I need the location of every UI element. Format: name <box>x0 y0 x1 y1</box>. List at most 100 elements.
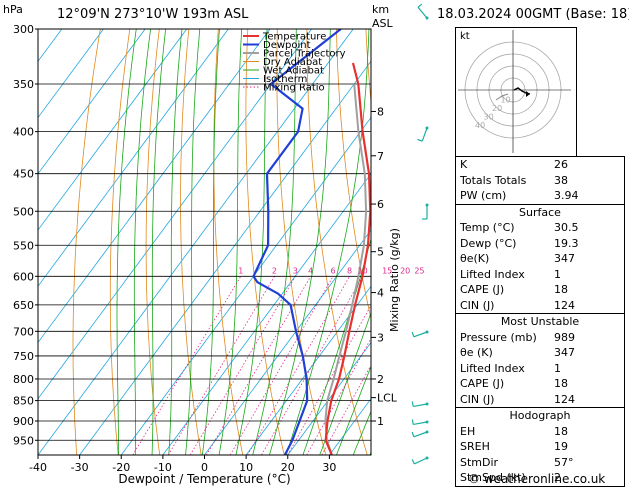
most-unstable-value: 989 <box>554 330 575 344</box>
wind-barb <box>411 401 429 408</box>
wind-barb-dot <box>425 16 429 20</box>
surface-label: Lifted Index <box>460 267 525 281</box>
mixing-ratio-label: 10 <box>358 266 368 275</box>
pressure-tick-label: 350 <box>13 78 34 91</box>
surface-label: Dewp (°C) <box>460 236 517 250</box>
wind-barb-dot <box>425 330 429 334</box>
wet-adiabat-line <box>319 311 371 455</box>
most-unstable-label: CIN (J) <box>460 392 495 406</box>
x-tick-label: -30 <box>71 461 89 474</box>
x-tick-label: -10 <box>154 461 172 474</box>
dry-adiabat-line <box>180 29 202 455</box>
mixing-ratio-line <box>261 276 363 455</box>
wind-barb <box>417 3 429 20</box>
mixing-ratio-line <box>206 276 312 455</box>
hodograph-stat-row: SREH 19 <box>456 439 624 455</box>
surface-row: CIN (J) 124 <box>456 298 624 314</box>
plot-area <box>38 29 371 455</box>
asl-label: ASL <box>372 17 393 30</box>
wet-adiabat-line <box>252 29 297 455</box>
mixing-ratio-axis-label: Mixing Ratio (g/kg) <box>388 228 401 332</box>
most-unstable-row: Lifted Index 1 <box>456 361 624 377</box>
wind-barb-dot <box>425 420 429 424</box>
pressure-tick-label: 450 <box>13 168 34 181</box>
legend-entry: Dry Adiabat <box>263 57 322 68</box>
hodograph-stat-value: 2 <box>554 471 561 484</box>
wind-barb <box>411 430 429 438</box>
hodograph-stat-row: EH 18 <box>456 424 624 440</box>
height-tick-label: 8 <box>377 105 384 118</box>
surface-label: Temp (°C) <box>460 221 515 234</box>
mixing-ratio-label: 20 <box>400 266 410 275</box>
surface-label: θe(K) <box>460 252 490 265</box>
pressure-tick-label: 900 <box>13 415 34 428</box>
surface-title: Surface <box>456 203 624 221</box>
mixing-ratio-label: 8 <box>347 266 352 275</box>
parcel-trajectory-line <box>324 83 368 455</box>
mixing-ratio-line <box>229 276 334 455</box>
wind-barb-dot <box>425 402 429 406</box>
isotherm-line <box>120 116 371 455</box>
isotherm-line <box>204 229 371 455</box>
isotherm-line <box>38 29 104 119</box>
surface-value: 18 <box>554 283 568 296</box>
wind-barb-dot <box>425 126 429 130</box>
pressure-tick-label: 800 <box>13 373 34 386</box>
index-row: Totals Totals 38 <box>456 173 624 189</box>
wet-adiabat-line <box>235 29 268 455</box>
wind-barb-staff <box>421 127 428 142</box>
wet-adiabat-line <box>352 410 371 455</box>
pressure-tick-label: 700 <box>13 325 34 338</box>
hodograph-stat-label: SREH <box>460 440 490 453</box>
mixing-ratio-line <box>247 276 350 455</box>
hodograph-ring-label: 30 <box>484 112 494 121</box>
isotherm-line <box>245 285 371 455</box>
wind-barb-dot <box>425 203 429 207</box>
height-tick-label: 5 <box>377 246 384 259</box>
hodograph-stat-label: StmDir <box>460 455 499 469</box>
wind-barb-dot <box>425 456 429 460</box>
most-unstable-value: 347 <box>554 346 575 359</box>
wind-barb <box>422 203 429 220</box>
legend-entry: Dewpoint <box>263 40 311 51</box>
hodograph-arrow <box>526 91 530 97</box>
most-unstable-row: θe (K) 347 <box>456 345 624 361</box>
most-unstable-value: 18 <box>554 377 568 390</box>
x-tick-label: 10 <box>239 461 253 474</box>
wind-barb-dot <box>425 430 429 434</box>
wet-adiabat-line <box>201 29 220 455</box>
surface-value: 1 <box>554 267 561 281</box>
hodograph-stat-row: StmDir 57° <box>456 455 624 471</box>
mixing-ratio-line <box>306 337 371 455</box>
wind-barb <box>417 126 429 142</box>
hodograph-ring-label: 10 <box>501 95 511 104</box>
hodograph-unit-label: kt <box>460 31 470 42</box>
hodograph-title: Hodograph <box>456 407 624 424</box>
mixing-ratio-label: 2 <box>272 266 277 275</box>
x-tick-label: 20 <box>281 461 295 474</box>
credit-text: © weatheronline.co.uk <box>468 472 606 486</box>
wind-barb-flag <box>411 459 415 465</box>
most-unstable-row: CAPE (J) 18 <box>456 376 624 392</box>
isotherm-line <box>287 341 371 455</box>
wet-adiabat-line <box>185 29 201 455</box>
most-unstable-value: 1 <box>554 361 561 375</box>
index-label: Totals Totals <box>460 173 527 187</box>
index-row: K 26 <box>456 157 624 173</box>
indices-table: K 26 Totals Totals 38 PW (cm) 3.94 Surface Te… <box>455 156 625 487</box>
surface-row: Temp (°C) 30.5 <box>456 220 624 236</box>
hodograph-panel: kt 10 20 30 40 <box>455 27 577 157</box>
dry-adiabat-line <box>276 29 327 455</box>
surface-value: 19.3 <box>554 236 579 250</box>
pressure-tick-label: 650 <box>13 299 34 312</box>
hodograph-stat-label: EH <box>460 424 476 438</box>
isotherm-line <box>38 29 188 231</box>
temperature-line <box>324 62 371 455</box>
index-value: 3.94 <box>554 189 579 202</box>
surface-row: CAPE (J) 18 <box>456 282 624 298</box>
legend-entry: Mixing Ratio <box>263 83 325 94</box>
pressure-tick-label: 850 <box>13 395 34 408</box>
wind-barb-flag <box>417 3 423 8</box>
wind-barb-flag <box>417 138 423 142</box>
x-tick-label: -40 <box>29 461 47 474</box>
